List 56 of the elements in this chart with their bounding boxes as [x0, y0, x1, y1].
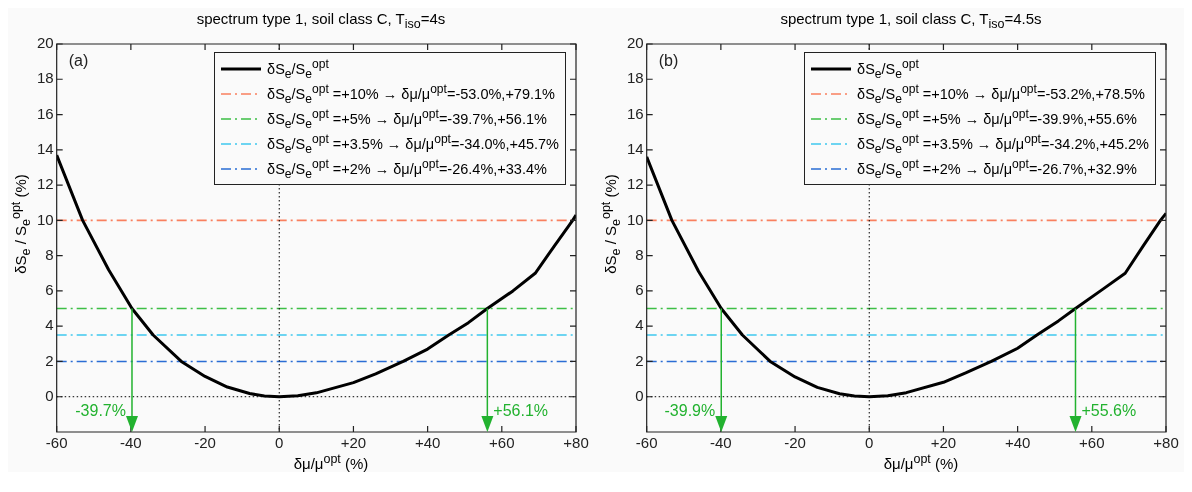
y-tick-label: 6 [635, 281, 644, 299]
x-tick-label: -20 [194, 434, 216, 452]
legend-label: δS$_{e}$/S$_{e}$$^{opt}$ =+2% → δμ/μ$^{opt}$=-26.7%,+32.9% [857, 156, 1137, 181]
x-tick-label: +20 [340, 434, 367, 452]
y-tick-label: 8 [635, 245, 644, 263]
y-tick-label: 0 [635, 386, 644, 404]
legend-label: δS$_{e}$/S$_{e}$$^{opt}$ =+2% → δμ/μ$^{opt}$=-26.4%,+33.4% [267, 156, 547, 181]
annotation: (b) [658, 52, 679, 70]
y-tick-label: 10 [627, 210, 644, 228]
x-axis-title: δμ/μ$^{opt}$ (%) [882, 452, 960, 472]
annotation: +55.6% [1081, 402, 1137, 420]
y-tick-label: 0 [45, 386, 54, 404]
annotation: -39.9% [664, 402, 716, 420]
x-axis-title: δμ/μ$^{opt}$ (%) [292, 452, 370, 472]
y-tick-label: 12 [37, 175, 54, 193]
x-tick-label: -20 [784, 434, 806, 452]
legend-label: δS$_{e}$/S$_{e}$$^{opt}$ =+10% → δμ/μ$^{opt}$=-53.2%,+78.5% [857, 81, 1145, 106]
y-tick-label: 18 [627, 69, 644, 87]
x-tick-label: 0 [275, 434, 284, 452]
chart-title: spectrum type 1, soil class C, T$_{iso}$=4.5s [779, 9, 1043, 32]
y-tick-label: 10 [37, 210, 54, 228]
x-tick-label: +40 [1004, 434, 1031, 452]
x-tick-label: -40 [120, 434, 142, 452]
x-tick-label: -60 [45, 434, 68, 452]
x-tick-label: 0 [865, 434, 874, 452]
y-tick-label: 12 [627, 175, 644, 193]
y-tick-label: 16 [37, 104, 54, 122]
annotation: -39.7% [75, 402, 126, 420]
legend-label: δS$_{e}$/S$_{e}$$^{opt}$ =+10% → δμ/μ$^{opt}$=-53.0%,+79.1% [267, 81, 555, 106]
legend-label: δS$_{e}$/S$_{e}$$^{opt}$ =+3.5% → δμ/μ$^{opt}$=-34.0%,+45.7% [267, 131, 559, 156]
y-tick-label: 2 [45, 351, 54, 369]
x-tick-label: +60 [489, 434, 515, 452]
y-tick-label: 8 [45, 245, 54, 263]
y-tick-label: 18 [37, 69, 54, 87]
y-tick-label: 14 [627, 139, 644, 157]
x-tick-label: -60 [635, 434, 658, 452]
x-tick-label: +80 [1153, 434, 1179, 452]
x-tick-label: +80 [563, 434, 589, 452]
x-tick-label: +60 [1079, 434, 1105, 452]
annotation: +56.1% [493, 402, 549, 420]
x-tick-label: +40 [414, 434, 441, 452]
legend-label: δS$_{e}$/S$_{e}$$^{opt}$ =+5% → δμ/μ$^{opt}$=-39.7%,+56.1% [267, 106, 547, 131]
y-tick-label: 20 [627, 34, 644, 52]
y-tick-label: 4 [45, 316, 54, 334]
chart-title: spectrum type 1, soil class C, T$_{iso}$=4s [195, 9, 447, 32]
x-tick-label: -40 [710, 434, 732, 452]
y-tick-label: 2 [635, 351, 644, 369]
legend-label: δS$_{e}$/S$_{e}$$^{opt}$ =+3.5% → δμ/μ$^{opt}$=-34.2%,+45.2% [857, 131, 1149, 156]
y-tick-label: 14 [37, 139, 54, 157]
x-tick-label: +20 [930, 434, 957, 452]
y-tick-label: 16 [627, 104, 644, 122]
y-tick-label: 20 [37, 34, 54, 52]
y-tick-label: 4 [635, 316, 644, 334]
annotation: (a) [68, 52, 89, 70]
legend-label: δS$_{e}$/S$_{e}$$^{opt}$ =+5% → δμ/μ$^{opt}$=-39.9%,+55.6% [857, 106, 1137, 131]
y-tick-label: 6 [45, 281, 54, 299]
